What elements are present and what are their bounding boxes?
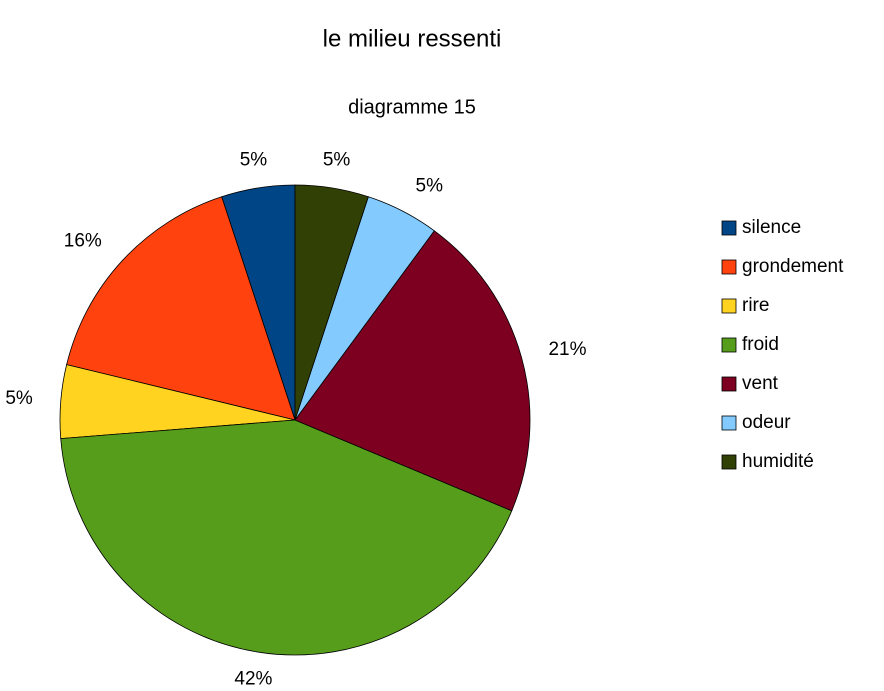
legend-swatch — [721, 376, 737, 392]
legend-swatch — [721, 337, 737, 353]
pie-slice — [60, 419, 513, 656]
chart-subtitle: diagramme 15 — [348, 96, 476, 118]
data-label: 16% — [64, 231, 102, 252]
data-label: 21% — [548, 339, 586, 360]
pie-slice — [294, 230, 531, 512]
legend-swatch — [721, 454, 737, 470]
legend-label: rire — [742, 295, 769, 316]
legend-label: vent — [742, 373, 779, 394]
data-label: 5% — [416, 175, 444, 196]
pie-slice — [66, 196, 296, 421]
data-label: 5% — [5, 388, 33, 409]
legend-swatch — [721, 259, 737, 275]
pie-slice — [294, 184, 369, 421]
legend-swatch — [721, 415, 737, 431]
data-label: 5% — [323, 149, 351, 170]
legend-label: odeur — [742, 412, 791, 433]
legend-label: grondement — [742, 256, 844, 277]
chart-title: le milieu ressenti — [323, 25, 502, 52]
legend-label: froid — [742, 334, 779, 355]
data-label: 42% — [234, 669, 272, 690]
legend-swatch — [721, 298, 737, 314]
data-label: 5% — [240, 149, 268, 170]
legend-label: humidité — [742, 451, 814, 472]
legend-swatch — [721, 220, 737, 236]
legend-label: silence — [742, 217, 801, 238]
